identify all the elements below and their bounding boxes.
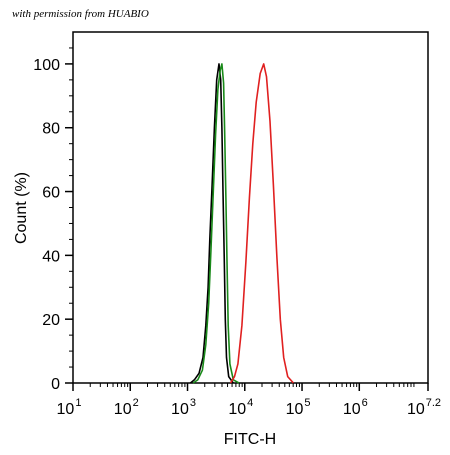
x-axis-label: FITC-H	[224, 431, 276, 448]
x-tick-label: 101	[57, 397, 82, 418]
series-layer	[189, 63, 294, 384]
plot-frame	[72, 31, 429, 384]
y-tick-label: 40	[42, 248, 60, 265]
x-tick-label: 105	[286, 397, 311, 418]
x-tick-label: 106	[343, 397, 368, 418]
y-tick-label: 60	[42, 185, 60, 202]
x-axis: 101 102 103 104 105 106 107.2	[57, 383, 441, 418]
x-tick-label: 107.2	[407, 397, 441, 418]
x-tick-label: 103	[171, 397, 196, 418]
x-tick-label: 104	[228, 397, 253, 418]
histogram-series-1	[189, 63, 234, 384]
histogram-series-2	[192, 63, 240, 384]
y-axis-label: Count (%)	[13, 172, 30, 244]
histogram-series-3	[229, 63, 294, 384]
y-tick-label: 100	[33, 57, 60, 74]
y-axis: 0 20 40 60 80 100	[33, 47, 73, 393]
y-tick-label: 0	[51, 376, 60, 393]
y-tick-label: 80	[42, 121, 60, 138]
watermark-text: with permission from HUABIO	[12, 8, 149, 20]
y-tick-label: 20	[42, 312, 60, 329]
x-tick-label: 102	[114, 397, 139, 418]
